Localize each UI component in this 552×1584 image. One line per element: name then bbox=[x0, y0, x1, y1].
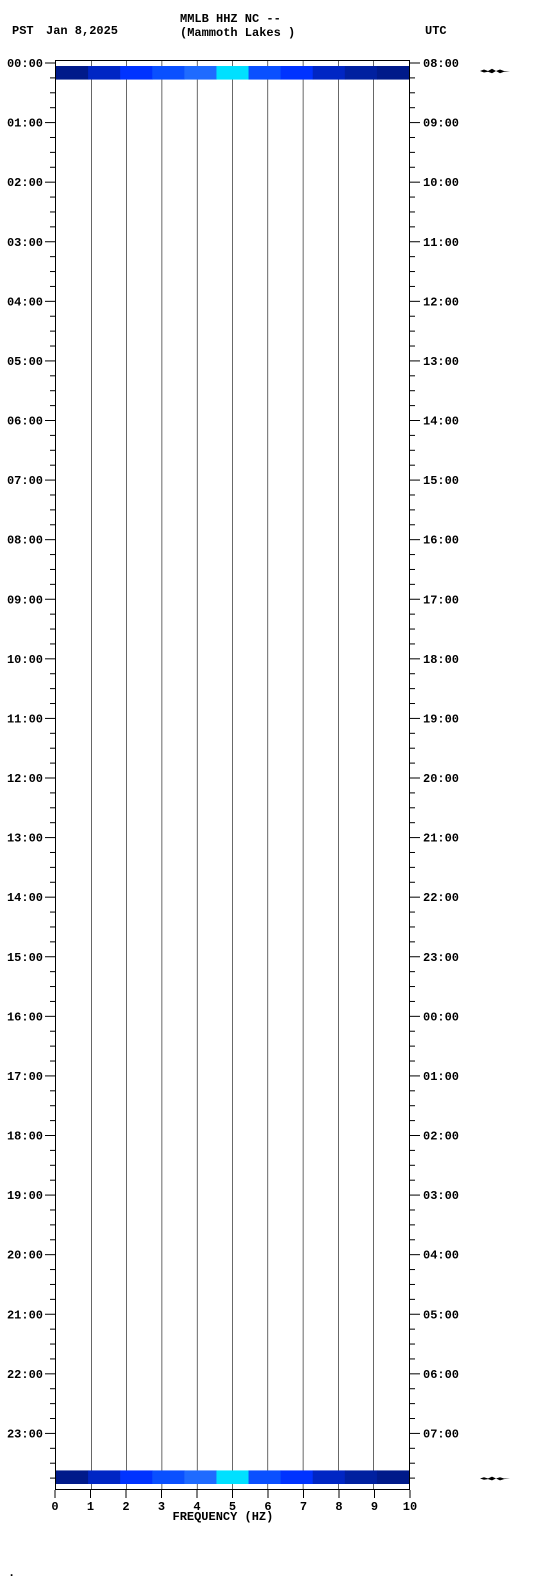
svg-text:15:00: 15:00 bbox=[423, 474, 459, 488]
svg-text:10: 10 bbox=[403, 1500, 417, 1514]
svg-text:09:00: 09:00 bbox=[7, 593, 43, 607]
svg-text:13:00: 13:00 bbox=[7, 832, 43, 846]
svg-text:16:00: 16:00 bbox=[423, 534, 459, 548]
svg-text:13:00: 13:00 bbox=[423, 355, 459, 369]
svg-text:21:00: 21:00 bbox=[7, 1308, 43, 1322]
station-line1: MMLB HHZ NC -- bbox=[180, 12, 281, 26]
svg-text:17:00: 17:00 bbox=[423, 593, 459, 607]
svg-text:22:00: 22:00 bbox=[423, 891, 459, 905]
svg-text:08:00: 08:00 bbox=[7, 534, 43, 548]
svg-text:21:00: 21:00 bbox=[423, 832, 459, 846]
svg-text:11:00: 11:00 bbox=[7, 712, 43, 726]
svg-text:20:00: 20:00 bbox=[7, 1249, 43, 1263]
amplitude-marker-bottom bbox=[480, 1476, 510, 1481]
svg-text:3: 3 bbox=[158, 1500, 165, 1514]
right-tz-label: UTC bbox=[425, 24, 447, 38]
svg-text:07:00: 07:00 bbox=[423, 1427, 459, 1441]
svg-text:18:00: 18:00 bbox=[423, 653, 459, 667]
svg-text:00:00: 00:00 bbox=[7, 57, 43, 71]
footer-dot: . bbox=[8, 1566, 15, 1580]
svg-text:8: 8 bbox=[335, 1500, 342, 1514]
svg-text:19:00: 19:00 bbox=[423, 712, 459, 726]
svg-text:04:00: 04:00 bbox=[7, 295, 43, 309]
svg-text:03:00: 03:00 bbox=[423, 1189, 459, 1203]
svg-text:09:00: 09:00 bbox=[423, 117, 459, 131]
date-label: Jan 8,2025 bbox=[46, 24, 118, 38]
plot-svg bbox=[56, 61, 409, 1489]
svg-text:01:00: 01:00 bbox=[7, 117, 43, 131]
svg-text:9: 9 bbox=[371, 1500, 378, 1514]
svg-text:23:00: 23:00 bbox=[7, 1427, 43, 1441]
amplitude-marker-top bbox=[480, 68, 510, 74]
svg-text:2: 2 bbox=[122, 1500, 129, 1514]
svg-text:06:00: 06:00 bbox=[423, 1368, 459, 1382]
page-root: PST Jan 8,2025 MMLB HHZ NC -- (Mammoth L… bbox=[0, 0, 552, 1584]
svg-text:23:00: 23:00 bbox=[423, 951, 459, 965]
svg-text:14:00: 14:00 bbox=[7, 891, 43, 905]
svg-text:10:00: 10:00 bbox=[423, 176, 459, 190]
header: PST Jan 8,2025 MMLB HHZ NC -- (Mammoth L… bbox=[0, 10, 552, 50]
svg-text:06:00: 06:00 bbox=[7, 415, 43, 429]
svg-text:14:00: 14:00 bbox=[423, 415, 459, 429]
svg-text:04:00: 04:00 bbox=[423, 1249, 459, 1263]
svg-text:20:00: 20:00 bbox=[423, 772, 459, 786]
svg-text:10:00: 10:00 bbox=[7, 653, 43, 667]
station-line2: (Mammoth Lakes ) bbox=[180, 26, 295, 40]
svg-text:12:00: 12:00 bbox=[7, 772, 43, 786]
svg-text:08:00: 08:00 bbox=[423, 57, 459, 71]
svg-text:16:00: 16:00 bbox=[7, 1010, 43, 1024]
svg-text:02:00: 02:00 bbox=[423, 1130, 459, 1144]
svg-text:03:00: 03:00 bbox=[7, 236, 43, 250]
x-axis-label: FREQUENCY (HZ) bbox=[173, 1510, 274, 1524]
svg-text:11:00: 11:00 bbox=[423, 236, 459, 250]
svg-text:12:00: 12:00 bbox=[423, 295, 459, 309]
svg-text:07:00: 07:00 bbox=[7, 474, 43, 488]
svg-text:19:00: 19:00 bbox=[7, 1189, 43, 1203]
svg-text:05:00: 05:00 bbox=[7, 355, 43, 369]
svg-text:01:00: 01:00 bbox=[423, 1070, 459, 1084]
svg-text:15:00: 15:00 bbox=[7, 951, 43, 965]
svg-text:1: 1 bbox=[87, 1500, 94, 1514]
svg-text:00:00: 00:00 bbox=[423, 1010, 459, 1024]
svg-text:22:00: 22:00 bbox=[7, 1368, 43, 1382]
svg-text:17:00: 17:00 bbox=[7, 1070, 43, 1084]
left-tz-label: PST bbox=[12, 24, 34, 38]
svg-text:18:00: 18:00 bbox=[7, 1130, 43, 1144]
svg-text:05:00: 05:00 bbox=[423, 1308, 459, 1322]
svg-text:0: 0 bbox=[51, 1500, 58, 1514]
svg-text:7: 7 bbox=[300, 1500, 307, 1514]
svg-text:02:00: 02:00 bbox=[7, 176, 43, 190]
spectrogram-plot bbox=[55, 60, 410, 1490]
